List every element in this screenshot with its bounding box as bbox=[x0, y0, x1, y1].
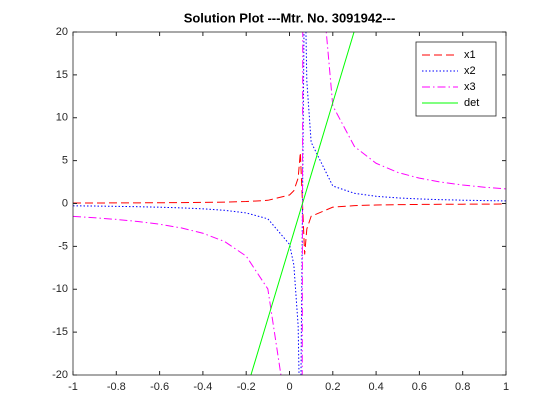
y-tick-label: 5 bbox=[62, 155, 68, 167]
series-line bbox=[73, 152, 506, 255]
x-tick-label: 0 bbox=[286, 381, 292, 393]
y-tick-label: -15 bbox=[52, 326, 68, 338]
x-tick-label: -0.2 bbox=[237, 381, 256, 393]
y-tick-label: 20 bbox=[56, 26, 68, 38]
x-tick-label: -0.6 bbox=[150, 381, 169, 393]
legend-label: det bbox=[464, 97, 479, 109]
x-tick-label: 0.8 bbox=[455, 381, 470, 393]
y-tick-label: -20 bbox=[52, 369, 68, 381]
x-tick-label: 0.4 bbox=[368, 381, 383, 393]
legend-label: x1 bbox=[464, 49, 476, 61]
legend-box bbox=[415, 41, 497, 117]
x-tick-label: -0.8 bbox=[107, 381, 126, 393]
y-tick-label: -10 bbox=[52, 283, 68, 295]
y-tick-label: 0 bbox=[62, 197, 68, 209]
x-tick-label: 1 bbox=[503, 381, 509, 393]
series-line bbox=[250, 32, 355, 375]
plot-area bbox=[73, 32, 506, 375]
y-tick-label: 10 bbox=[56, 112, 68, 124]
y-tick-label: -5 bbox=[58, 240, 68, 252]
legend-label: x3 bbox=[464, 81, 476, 93]
y-tick-label: 15 bbox=[56, 69, 68, 81]
legend-label: x2 bbox=[464, 65, 476, 77]
x-tick-label: 0.2 bbox=[325, 381, 340, 393]
x-tick-label: -0.4 bbox=[193, 381, 212, 393]
x-tick-label: 0.6 bbox=[412, 381, 427, 393]
chart-title: Solution Plot ---Mtr. No. 3091942--- bbox=[184, 10, 396, 25]
x-tick-label: -1 bbox=[68, 381, 78, 393]
